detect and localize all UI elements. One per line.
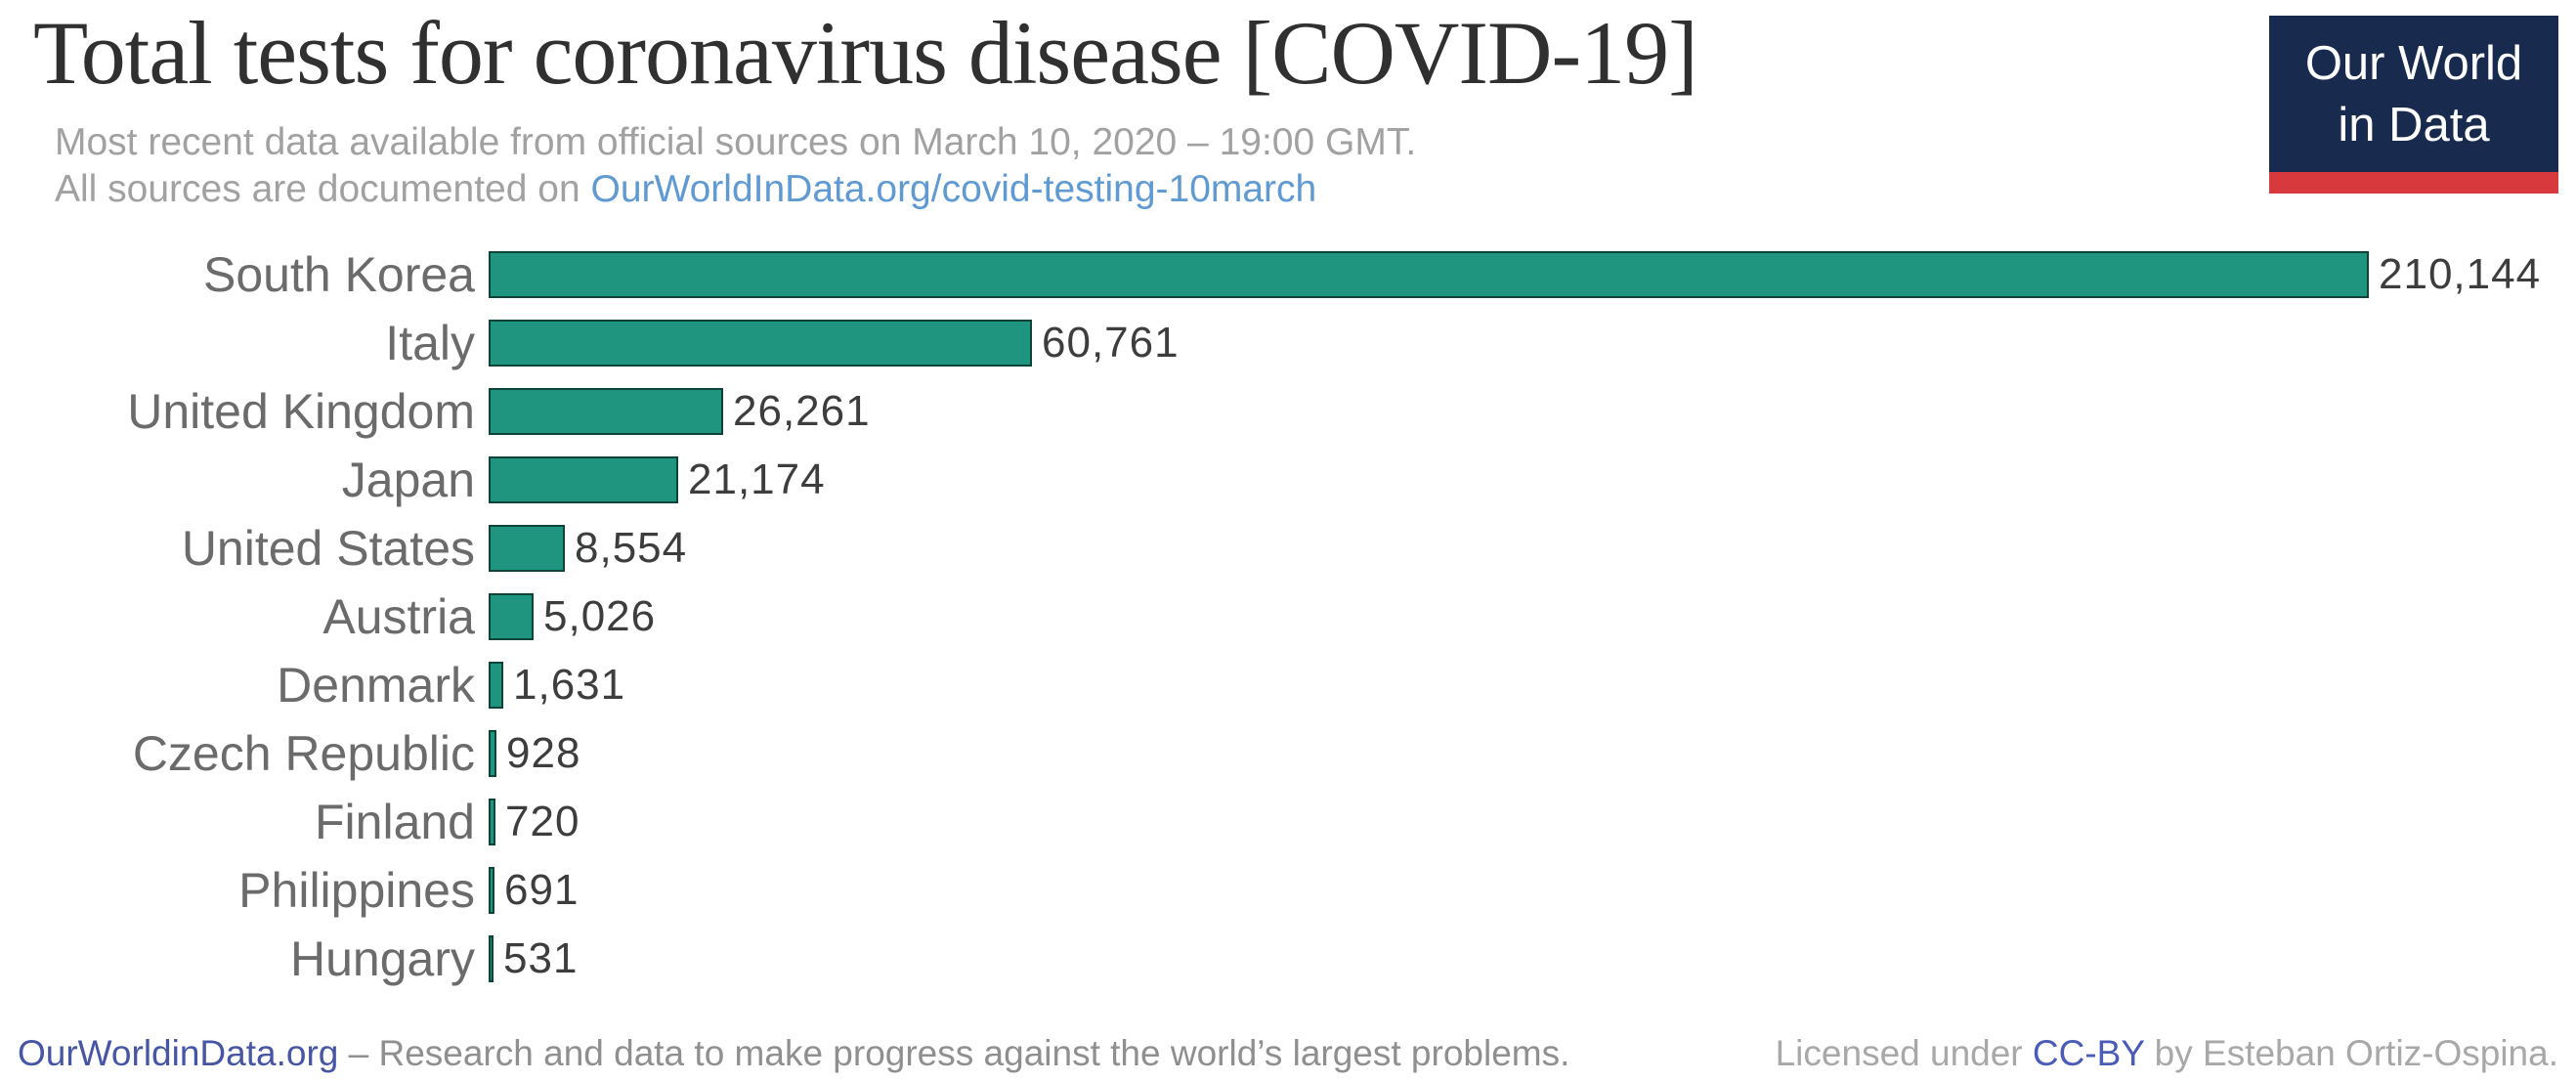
subtitle-line2: All sources are documented on OurWorldIn… — [55, 166, 1416, 213]
subtitle-line1: Most recent data available from official… — [55, 121, 1417, 163]
bar-value: 8,554 — [575, 524, 688, 572]
footer-left-text: – Research and data to make progress aga… — [338, 1032, 1570, 1073]
license-suffix: by Esteban Ortiz-Ospina. — [2144, 1032, 2558, 1073]
bar-label: United States — [181, 521, 475, 576]
bar-row: Czech Republic 928 — [0, 719, 2576, 788]
bar-label: Italy — [385, 316, 475, 370]
owid-logo-text: Our World in Data — [2269, 16, 2558, 155]
chart-title: Total tests for coronavirus disease [COV… — [33, 3, 1698, 103]
bar[interactable] — [489, 525, 565, 572]
bar[interactable] — [489, 799, 495, 845]
bar-row: Denmark 1,631 — [0, 651, 2576, 719]
bar-row: Finland 720 — [0, 788, 2576, 856]
bar-value: 928 — [506, 729, 581, 777]
bar[interactable] — [489, 251, 2369, 298]
bar-label: Hungary — [290, 931, 475, 986]
bar-chart: South Korea 210,144 Italy 60,761 United … — [0, 240, 2576, 993]
license-prefix: Licensed under — [1775, 1032, 2033, 1073]
bar-label: South Korea — [203, 247, 475, 302]
bar-label: Finland — [315, 795, 475, 849]
bar-value: 531 — [503, 934, 579, 982]
bar[interactable] — [489, 935, 494, 982]
bar[interactable] — [489, 388, 723, 435]
bar-row: Austria 5,026 — [0, 583, 2576, 651]
owid-logo: Our World in Data — [2269, 16, 2558, 194]
bar-label: Czech Republic — [132, 726, 475, 781]
bar-value: 720 — [505, 798, 580, 845]
bar[interactable] — [489, 320, 1032, 367]
bar-label: Japan — [341, 453, 475, 507]
bar-value: 21,174 — [688, 455, 826, 503]
bar-row: South Korea 210,144 — [0, 240, 2576, 309]
cc-by-link[interactable]: CC-BY — [2032, 1032, 2145, 1073]
footer: OurWorldinData.org – Research and data t… — [0, 1032, 2576, 1075]
bar-label: Austria — [322, 589, 475, 644]
owid-site-link[interactable]: OurWorldinData.org — [18, 1032, 339, 1073]
bar-row: Italy 60,761 — [0, 309, 2576, 377]
bar[interactable] — [489, 662, 503, 709]
bar-row: United States 8,554 — [0, 514, 2576, 583]
bar-value: 26,261 — [733, 387, 871, 435]
bar-label: Philippines — [238, 863, 475, 918]
bar-value: 210,144 — [2379, 250, 2542, 298]
bar-value: 60,761 — [1042, 319, 1180, 367]
bar-row: United Kingdom 26,261 — [0, 377, 2576, 446]
bar-label: Denmark — [277, 658, 475, 713]
bar[interactable] — [489, 456, 678, 503]
bar-row: Philippines 691 — [0, 856, 2576, 925]
footer-left: OurWorldinData.org – Research and data t… — [18, 1032, 1569, 1075]
owid-logo-line1: Our World — [2304, 37, 2523, 90]
bar-value: 5,026 — [543, 592, 657, 640]
bar-row: Japan 21,174 — [0, 446, 2576, 514]
bar[interactable] — [489, 730, 496, 777]
bar[interactable] — [489, 593, 534, 640]
subtitle-line2-prefix: All sources are documented on — [55, 167, 591, 210]
footer-right: Licensed under CC-BY by Esteban Ortiz-Os… — [1776, 1032, 2558, 1075]
owid-logo-red-bar — [2269, 172, 2558, 194]
bar-row: Hungary 531 — [0, 925, 2576, 993]
bar-value: 1,631 — [513, 661, 626, 709]
bar[interactable] — [489, 867, 494, 914]
sources-link[interactable]: OurWorldInData.org/covid-testing-10march — [590, 167, 1317, 210]
chart-subtitle: Most recent data available from official… — [55, 119, 1416, 212]
bar-label: United Kingdom — [127, 384, 475, 439]
bar-value: 691 — [504, 866, 580, 914]
bar-rows: South Korea 210,144 Italy 60,761 United … — [0, 240, 2576, 993]
owid-logo-line2: in Data — [2338, 98, 2490, 151]
